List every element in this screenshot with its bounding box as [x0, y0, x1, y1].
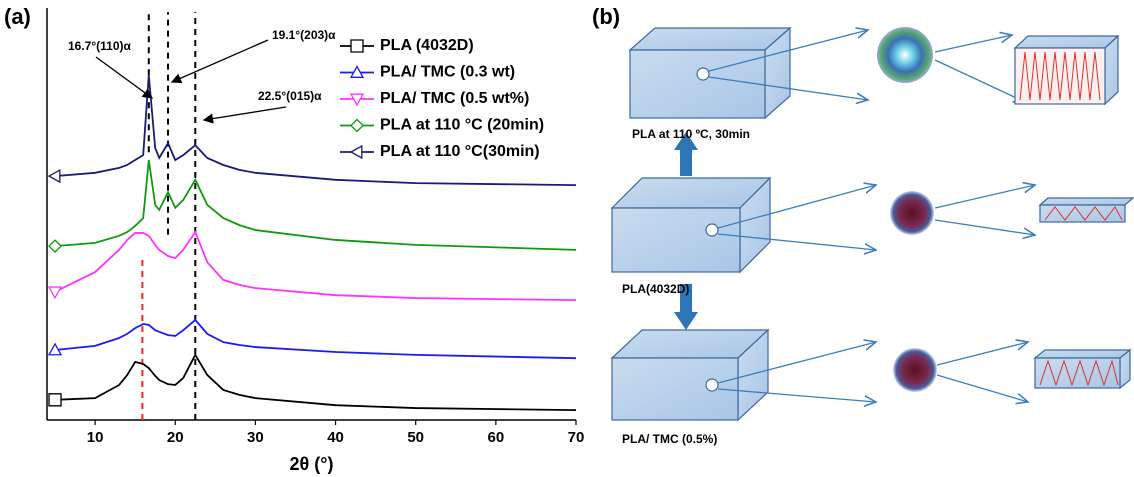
- panel-label: (b): [592, 4, 620, 29]
- annotation-arrow: [170, 39, 269, 84]
- caption: PLA at 110 ºC, 30min: [632, 127, 750, 141]
- sample-point: [705, 378, 719, 392]
- x-tick-label: 60: [488, 429, 505, 446]
- peak-annotation: 22.5°(015)α: [258, 89, 322, 103]
- lamella-zigzag: [1039, 359, 1119, 387]
- arrow: [717, 185, 876, 229]
- caption: PLA(4032D): [622, 282, 689, 296]
- box-front: [611, 207, 741, 273]
- curve-marker: [47, 342, 63, 356]
- arrow: [717, 388, 876, 402]
- xrd-curve: [54, 353, 577, 412]
- x-tick-label: 50: [407, 429, 424, 446]
- legend-marker: [349, 144, 363, 160]
- x-tick-label: 30: [247, 429, 264, 446]
- block-front: [1039, 204, 1126, 223]
- lamella-zigzag: [1044, 206, 1123, 221]
- xrd-curve: [54, 230, 577, 302]
- curve-marker: [47, 168, 61, 184]
- legend-marker: [349, 93, 365, 107]
- peak-annotation: 16.7°(110)α: [68, 39, 132, 53]
- block-top: [1013, 35, 1120, 49]
- curve-marker: [48, 239, 62, 254]
- up-arrow: [674, 132, 698, 176]
- annotation-arrow: [95, 56, 154, 99]
- box-front: [629, 49, 766, 119]
- annotation-arrow: [202, 106, 287, 124]
- arrow: [936, 342, 1028, 366]
- arrow: [934, 219, 1035, 235]
- legend-label: PLA/ TMC (0.3 wt): [380, 64, 515, 81]
- xrd-curve: [54, 75, 577, 187]
- block-front: [1014, 47, 1106, 105]
- spherulite: [890, 191, 934, 235]
- legend-label: PLA at 110 °C(30min): [380, 143, 540, 160]
- sample-point: [705, 223, 719, 237]
- lamella-zigzag: [1019, 51, 1101, 101]
- legend-marker: [350, 39, 364, 53]
- x-axis-label: 2θ (°): [290, 454, 334, 474]
- arrow: [936, 374, 1028, 402]
- legend-label: PLA/ TMC (0.5 wt%): [380, 90, 529, 107]
- peak-annotation: 19.1°(203)α: [272, 28, 336, 42]
- x-tick-label: 20: [167, 429, 184, 446]
- xrd-curve: [54, 318, 577, 360]
- arrow: [708, 76, 868, 100]
- arrow: [717, 342, 876, 384]
- curve-marker: [48, 393, 62, 407]
- block-top: [1038, 197, 1134, 206]
- arrow: [934, 185, 1035, 209]
- arrow: [708, 30, 868, 72]
- down-arrow: [674, 284, 698, 330]
- spherulite: [893, 348, 937, 392]
- sample-point: [696, 67, 710, 81]
- x-tick-label: 10: [87, 429, 104, 446]
- xrd-curve: [54, 159, 577, 251]
- arrow: [934, 35, 1012, 53]
- curve-marker: [47, 286, 63, 300]
- panel-label: (a): [4, 4, 31, 29]
- x-tick-label: 40: [327, 429, 344, 446]
- arrow: [934, 59, 1025, 102]
- xrd-plot: 10 20 30 40 50 60 70 2θ (°) PLA (4032D) PLA/ TMC …: [46, 8, 585, 474]
- box-top: [628, 27, 792, 51]
- x-tick-label: 70: [568, 429, 585, 446]
- legend-label: PLA at 110 °C (20min): [380, 117, 544, 134]
- block-side: [1104, 34, 1119, 106]
- spherulite: [877, 27, 933, 83]
- legend-label: PLA (4032D): [380, 37, 474, 54]
- legend-marker: [350, 118, 364, 133]
- block-top: [1033, 349, 1132, 359]
- schematic: (b): [592, 4, 1134, 446]
- legend-marker: [349, 65, 365, 78]
- caption: PLA/ TMC (0.5%): [622, 432, 717, 446]
- arrow: [717, 233, 876, 250]
